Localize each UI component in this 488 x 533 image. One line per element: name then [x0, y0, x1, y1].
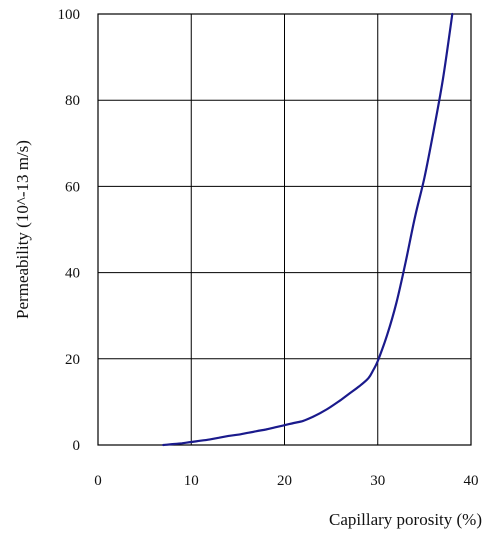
- y-axis-tick-labels: 0 20 40 60 80 100: [58, 7, 81, 454]
- y-tick-label: 60: [65, 179, 80, 195]
- plot-area-border: [97, 13, 472, 446]
- x-tick-label: 40: [464, 473, 479, 489]
- grid: [97, 13, 472, 446]
- x-tick-label: 0: [94, 473, 102, 489]
- y-tick-label: 20: [65, 352, 80, 368]
- x-tick-label: 20: [277, 473, 292, 489]
- y-tick-label: 40: [65, 266, 80, 282]
- x-tick-label: 10: [184, 473, 199, 489]
- y-axis-title: Permeability (10^-13 m/s): [13, 140, 32, 319]
- x-axis-title: Capillary porosity (%): [329, 510, 482, 529]
- x-axis-tick-labels: 0 10 20 30 40: [94, 473, 478, 489]
- series-line: [162, 12, 454, 447]
- y-tick-label: 100: [58, 7, 81, 23]
- y-tick-label: 0: [73, 438, 81, 454]
- y-tick-label: 80: [65, 93, 80, 109]
- x-tick-label: 30: [370, 473, 385, 489]
